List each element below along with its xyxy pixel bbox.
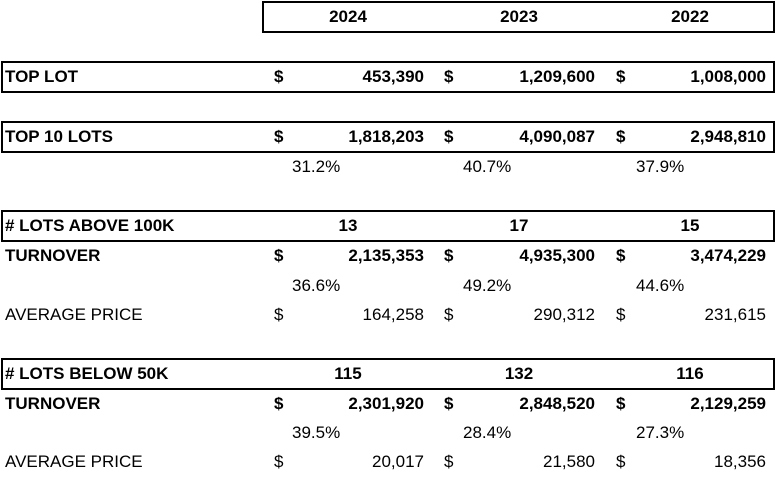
amount: 20,017: [372, 452, 424, 471]
currency-sign: $: [444, 394, 454, 413]
amount: 1,818,203: [348, 127, 424, 146]
row-label: AVERAGE PRICE: [5, 305, 143, 324]
amount: 1,008,000: [690, 67, 766, 86]
amount: 2,848,520: [519, 394, 595, 413]
currency-sign: $: [444, 127, 454, 146]
amount: 164,258: [362, 305, 424, 324]
count: 116: [676, 364, 704, 383]
currency-sign: $: [616, 305, 626, 324]
year-header: 2024: [329, 7, 367, 26]
amount: 2,129,259: [690, 394, 766, 413]
row-label: AVERAGE PRICE: [5, 452, 143, 471]
currency-sign: $: [274, 246, 284, 265]
amount: 4,090,087: [519, 127, 595, 146]
amount: 18,356: [714, 452, 766, 471]
share: 28.4%: [463, 423, 512, 442]
count: 17: [509, 216, 529, 235]
top-10-box: [1, 121, 775, 153]
count: 13: [338, 216, 358, 235]
count: 15: [680, 216, 700, 235]
currency-sign: $: [274, 452, 284, 471]
currency-sign: $: [616, 452, 626, 471]
share: 39.5%: [292, 423, 341, 442]
currency-sign: $: [274, 67, 284, 86]
currency-sign: $: [616, 67, 626, 86]
currency-sign: $: [616, 127, 626, 146]
currency-sign: $: [274, 394, 284, 413]
above-100k-box: [1, 210, 775, 242]
row-label: # LOTS BELOW 50K: [5, 364, 169, 383]
amount: 3,474,229: [690, 246, 766, 265]
row-label: TURNOVER: [5, 246, 101, 265]
currency-sign: $: [444, 452, 454, 471]
share: 27.3%: [636, 423, 685, 442]
below-50k-box: [1, 358, 775, 390]
amount: 2,948,810: [690, 127, 766, 146]
currency-sign: $: [274, 305, 284, 324]
count: 132: [504, 364, 534, 383]
amount: 1,209,600: [519, 67, 595, 86]
row-label: # LOTS ABOVE 100K: [5, 216, 175, 235]
share: 44.6%: [636, 276, 685, 295]
currency-sign: $: [616, 246, 626, 265]
top-lot-box: [1, 61, 775, 93]
share: 36.6%: [292, 276, 341, 295]
amount: 2,301,920: [348, 394, 424, 413]
year-header: 2022: [671, 7, 709, 26]
amount: 21,580: [543, 452, 595, 471]
row-label: TURNOVER: [5, 394, 101, 413]
amount: 231,615: [704, 305, 766, 324]
share: 31.2%: [292, 157, 341, 176]
currency-sign: $: [616, 394, 626, 413]
amount: 290,312: [533, 305, 595, 324]
amount: 2,135,353: [348, 246, 424, 265]
count: 115: [334, 364, 362, 383]
currency-sign: $: [274, 127, 284, 146]
currency-sign: $: [444, 67, 454, 86]
amount: 4,935,300: [519, 246, 595, 265]
share: 40.7%: [463, 157, 512, 176]
header-box: [262, 1, 775, 33]
currency-sign: $: [444, 246, 454, 265]
row-label: TOP LOT: [5, 67, 79, 86]
share: 37.9%: [636, 157, 685, 176]
year-header: 2023: [500, 7, 538, 26]
amount: 453,390: [362, 67, 424, 86]
share: 49.2%: [463, 276, 512, 295]
currency-sign: $: [444, 305, 454, 324]
row-label: TOP 10 LOTS: [5, 127, 114, 146]
